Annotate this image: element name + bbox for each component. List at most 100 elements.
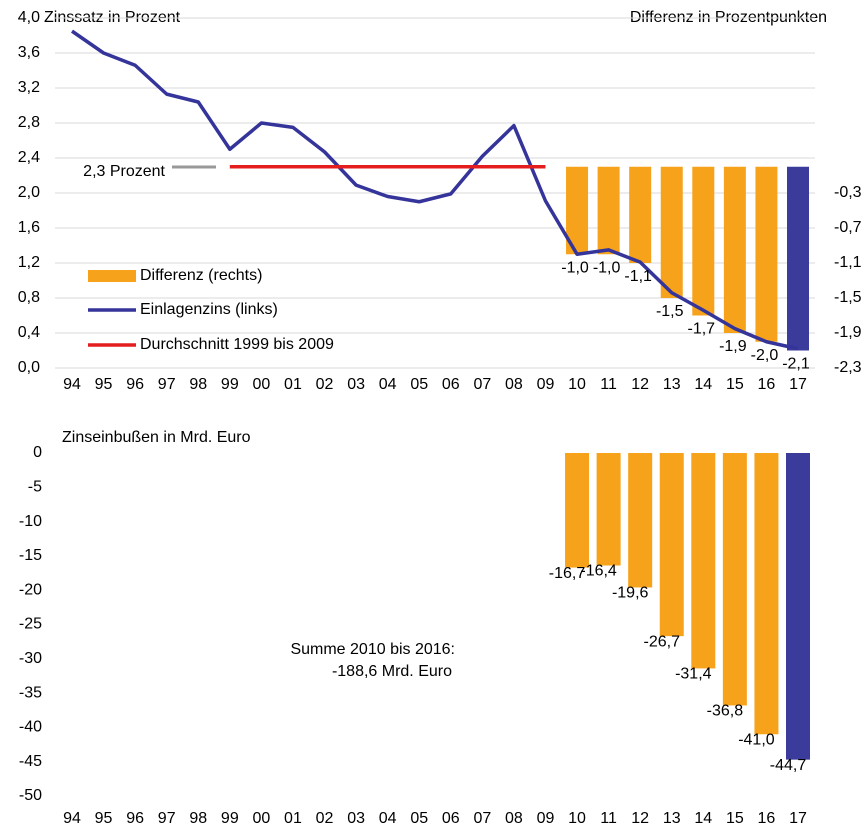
x-tick-label: 04 [379,810,397,827]
x-tick-label: 98 [189,376,207,393]
bar [691,453,716,669]
bar [628,453,653,588]
x-tick-label: 98 [189,810,207,827]
data-label: -1,0 [561,259,589,276]
bar [659,453,684,637]
data-label: -36,8 [707,703,744,720]
data-label: -31,4 [675,666,712,683]
bar [565,453,590,568]
x-tick-label: 14 [694,376,712,393]
line [71,29,799,351]
x-tick-label: 99 [221,376,239,393]
x-tick-label: 97 [158,376,176,393]
x-tick-label: 08 [505,810,523,827]
legend-label: Durchschnitt 1999 bis 2009 [140,336,334,353]
x-tick-label: 06 [442,810,460,827]
x-tick-label: 17 [789,376,807,393]
x-tick-label: 94 [63,810,81,827]
x-tick-label: 17 [789,810,807,827]
x-tick-label: 12 [631,810,649,827]
x-tick-label: 95 [95,376,113,393]
data-label: -1,1 [624,268,652,285]
y2-tick-label: -0,7 [834,219,862,236]
x-tick-label: 96 [126,376,144,393]
data-label: -1,7 [688,321,716,338]
y-tick-label: 2,8 [18,114,40,131]
x-tick-label: 12 [631,376,649,393]
bar [722,453,747,706]
data-label: -1,5 [656,303,684,320]
x-tick-label: 16 [758,376,776,393]
data-label: -19,6 [612,585,649,602]
y-tick-label: -45 [19,753,42,770]
y2-tick-label: -0,3 [834,184,862,201]
x-tick-label: 14 [694,810,712,827]
x-tick-label: 11 [600,376,617,393]
bar [723,166,746,333]
x-tick-label: 03 [347,810,365,827]
x-tick-label: 01 [284,810,302,827]
x-tick-label: 00 [252,376,270,393]
data-label: -1,9 [719,338,747,355]
data-label: -44,7 [770,757,807,774]
chart-title: Zinseinbußen in Mrd. Euro [62,429,251,446]
y2-tick-label: -2,3 [834,359,862,376]
x-tick-label: 09 [537,810,555,827]
y-tick-label: 3,2 [18,79,40,96]
y2-tick-label: -1,1 [834,254,862,271]
y-tick-label: 3,6 [18,44,40,61]
x-tick-label: 08 [505,376,523,393]
x-tick-label: 01 [284,376,302,393]
x-tick-label: 13 [663,376,681,393]
y-tick-label: -50 [19,787,42,804]
y-tick-label: -20 [19,581,42,598]
data-label: -41,0 [738,731,775,748]
y-tick-label: -30 [19,650,42,667]
annotation: Summe 2010 bis 2016: [290,641,455,658]
legend-label: Differenz (rechts) [140,267,262,284]
annotation: 2,3 Prozent [83,163,165,180]
y-tick-label: 0 [33,444,42,461]
data-label: -26,7 [644,633,681,650]
y-tick-label: 0,0 [18,359,40,376]
bar [596,453,621,566]
data-label: -16,4 [580,563,617,580]
bar [692,166,715,316]
x-tick-label: 94 [63,376,81,393]
x-tick-label: 96 [126,810,144,827]
y-tick-label: -40 [19,719,42,736]
bar [787,166,809,351]
bar [754,453,779,735]
x-tick-label: 09 [537,376,555,393]
x-tick-label: 02 [316,810,334,827]
x-tick-label: 10 [568,810,586,827]
y-tick-label: -35 [19,684,42,701]
x-tick-label: 04 [379,376,397,393]
legend-swatch [88,270,136,282]
annotation: -188,6 Mrd. Euro [332,663,452,680]
x-tick-label: 10 [568,376,586,393]
x-tick-label: 03 [347,376,365,393]
bar [566,166,589,255]
y-tick-label: -5 [28,479,42,496]
y2-tick-label: -1,5 [834,289,862,306]
y2-tick-label: -1,9 [834,324,862,341]
y-tick-label: 2,4 [18,149,40,166]
x-tick-label: 05 [410,376,428,393]
y-tick-label: 1,6 [18,219,40,236]
x-tick-label: 07 [473,376,491,393]
x-tick-label: 95 [95,810,113,827]
x-tick-label: 06 [442,376,460,393]
bar [755,166,778,342]
x-tick-label: 00 [252,810,270,827]
bar [629,166,652,263]
x-tick-label: 99 [221,810,239,827]
bar [597,166,620,255]
x-tick-label: 16 [758,810,776,827]
y-tick-label: 4,0 [18,9,40,26]
x-tick-label: 15 [726,810,744,827]
x-tick-label: 15 [726,376,744,393]
x-tick-label: 11 [600,810,617,827]
data-label: -2,1 [782,356,810,373]
